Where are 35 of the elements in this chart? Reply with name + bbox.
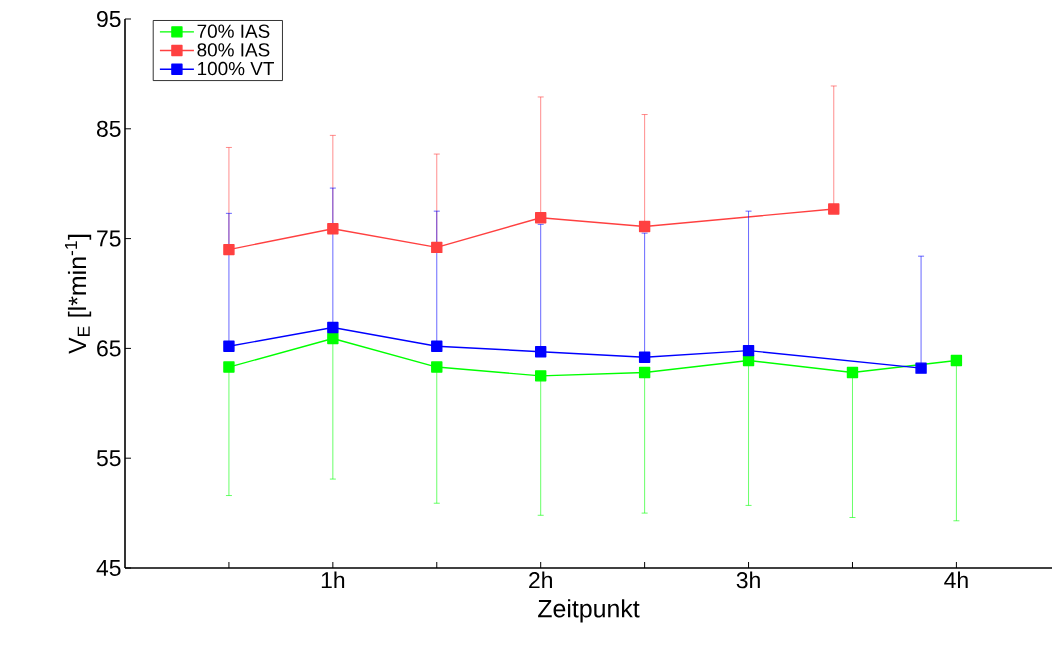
point <box>846 366 859 379</box>
y-tick-label: 55 <box>96 450 121 467</box>
y-tick-label: 65 <box>97 340 121 357</box>
point <box>327 321 339 334</box>
y-tick-label: 95 <box>97 10 121 28</box>
y-tick-label: 75 <box>97 230 121 247</box>
x-tick-label: 2h <box>529 571 552 589</box>
point <box>327 223 339 235</box>
point <box>742 344 755 357</box>
x-tick-label: 4h <box>944 571 968 589</box>
point <box>915 362 927 374</box>
point <box>535 212 547 224</box>
point <box>535 370 547 382</box>
point <box>535 345 547 358</box>
y-axis-title: V$_{E}$ [l*min$^{-1}$] <box>64 234 92 354</box>
point <box>327 332 339 345</box>
legend-label: 70% IAS <box>197 24 270 38</box>
point <box>638 366 651 379</box>
legend-label: 100% VT <box>198 61 275 76</box>
x-axis-title: Zeitpunkt <box>538 599 640 623</box>
legend-label: 80% IAS <box>197 43 270 57</box>
x-tick-label: 3h <box>736 571 760 589</box>
point <box>431 241 443 254</box>
point <box>223 361 235 373</box>
point <box>431 340 443 352</box>
y-tick-label: 85 <box>96 120 121 137</box>
point <box>223 243 235 256</box>
point <box>638 220 651 233</box>
point <box>223 340 235 352</box>
point <box>638 351 651 363</box>
x-tick-label: 1h <box>321 571 345 589</box>
point <box>950 354 963 367</box>
point <box>828 203 840 215</box>
point <box>431 361 443 373</box>
y-tick-label: 45 <box>96 560 121 576</box>
